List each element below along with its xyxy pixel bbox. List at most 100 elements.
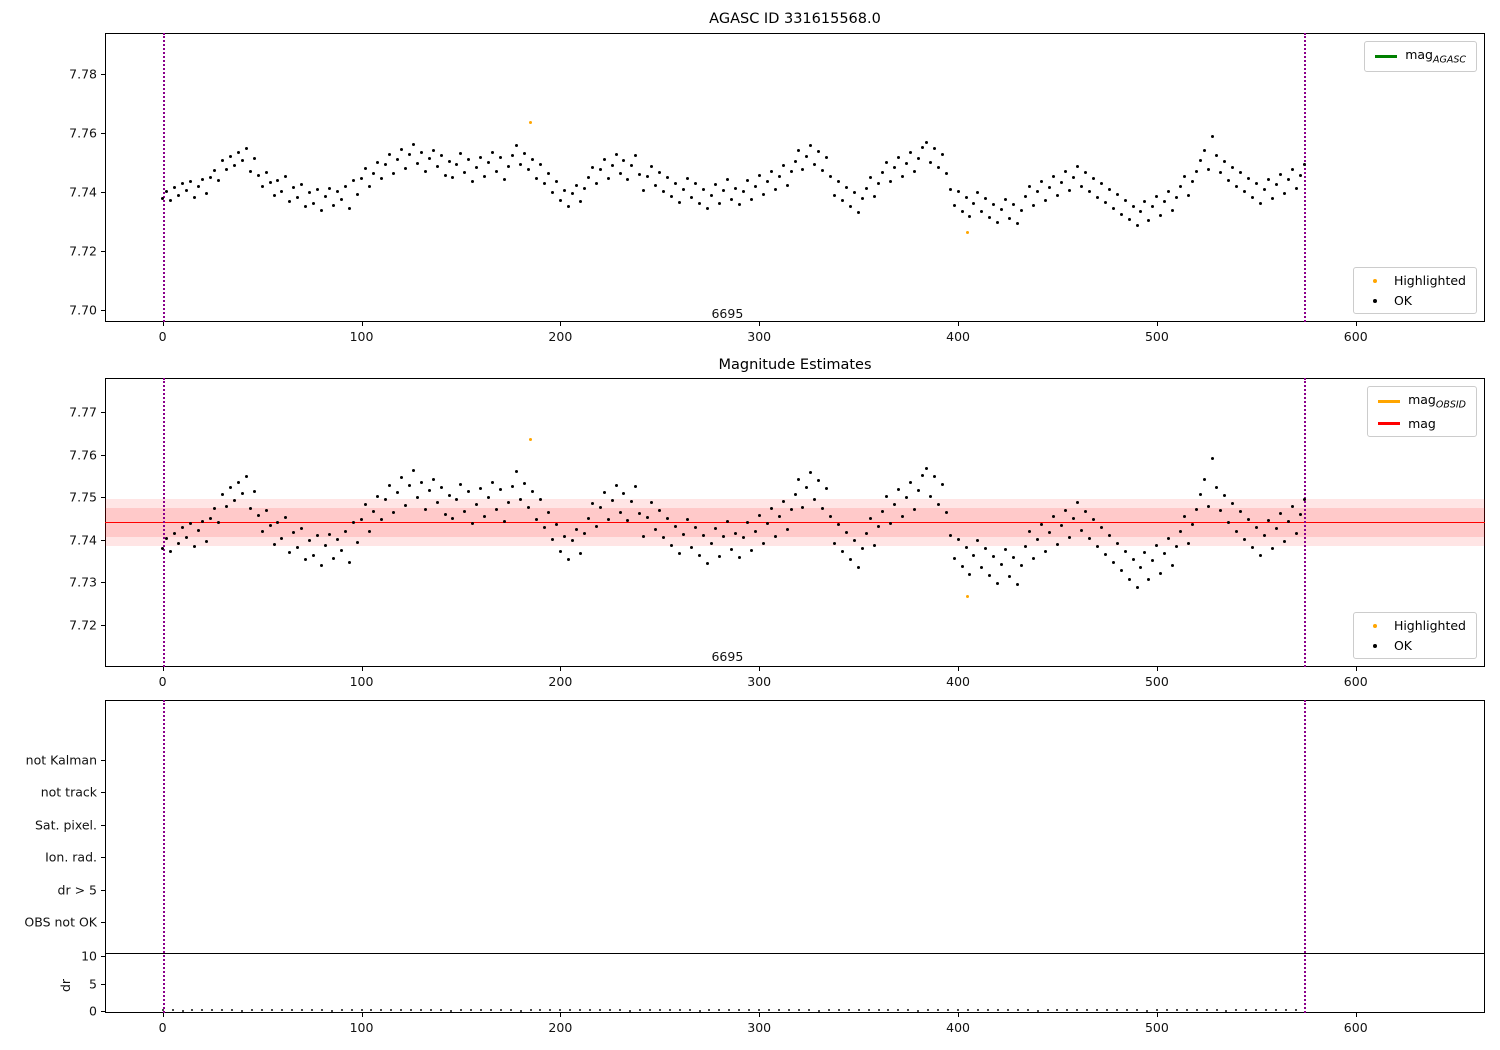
data-point-ok [312,553,316,557]
data-point-ok [220,492,224,496]
dr-data-point [658,1009,661,1012]
data-point-ok [344,529,348,533]
flag-tick-mark [101,857,105,859]
dr-data-point [280,1008,283,1011]
data-point-ok [650,501,654,505]
data-point-ok [1075,165,1079,169]
data-point-ok [447,493,451,497]
data-point-ok [817,479,821,483]
data-point-ok [1302,498,1306,502]
dr-data-point [390,1008,393,1011]
dr-data-point [509,1009,512,1012]
dr-data-point [171,1009,174,1011]
dr-data-point [619,1008,621,1011]
data-point-ok [387,483,391,487]
data-point-ok [395,158,399,162]
dr-data-point [1006,1008,1009,1011]
dr-data-point [668,1009,671,1012]
dr-data-point [589,1009,592,1012]
data-point-ok [928,160,932,164]
data-point-ok [1171,209,1175,213]
data-point-ok [1258,201,1262,205]
data-point-ok [1234,184,1238,188]
data-point-ok [336,190,340,194]
data-point-ok [1226,179,1230,183]
data-point-ok [578,551,582,555]
data-point-ok [324,195,328,199]
dr-data-point [1026,1009,1029,1011]
legend-item: Highlighted [1364,618,1466,633]
data-point-ok [709,542,713,546]
data-point-ok [1083,509,1087,513]
x-tick-mark [759,322,761,326]
data-point-ok [1095,545,1099,549]
legend-item: OK [1364,638,1466,653]
data-point-ok [721,535,725,539]
data-point-ok [857,566,861,570]
data-point-ok [1008,216,1012,220]
dr-data-point [261,1009,264,1012]
y-tick-mark [101,192,105,194]
data-point-ok [284,515,288,519]
dr-data-point [430,1009,433,1012]
data-point-ok [519,497,523,501]
data-point-ok [216,178,220,182]
x-tick-label: 100 [349,329,374,344]
y-tick-mark [101,74,105,76]
data-point-ok [1052,515,1055,519]
data-point-ok [630,499,634,503]
data-point-ok [252,157,256,161]
data-point-ok [873,195,877,199]
dr-data-point [300,1009,303,1012]
data-point-ok [1258,553,1262,557]
data-point-ok [352,521,356,525]
legend: Highlighted OK [1352,612,1477,659]
data-point-ok [292,531,296,535]
obsid-label: 6695 [711,306,744,322]
data-point-ok [467,157,471,161]
data-point-ok [1286,178,1290,182]
data-point-ok [531,157,535,161]
dr-data-point [1016,1009,1019,1012]
data-point-ok [1278,512,1282,516]
data-point-ok [232,499,236,503]
data-point-ok [196,184,200,188]
flag-category-label: OBS not OK [24,914,97,930]
x-tick-label: 400 [946,329,970,344]
dr-data-point [688,1008,691,1011]
data-point-ok [924,141,928,145]
data-point-ok [169,199,173,203]
data-point-ok [988,215,992,219]
dr-data-point [966,1009,969,1012]
dr-data-point [410,1009,413,1012]
data-point-ok [717,202,721,206]
data-point-ok [192,195,196,199]
data-point-ok [642,188,646,192]
data-point-ok [375,160,379,164]
data-point-ok [487,495,491,499]
data-point-ok [356,193,360,197]
data-point-ok [244,475,248,479]
data-point-ok [741,189,745,193]
data-point-ok [479,155,483,159]
data-point-ok [367,530,371,534]
data-point-ok [1139,566,1143,570]
y-tick-label: 7.74 [69,532,97,547]
x-tick-label: 500 [1144,329,1169,344]
x-tick-label: 300 [747,1020,772,1035]
data-point-ok [220,159,224,163]
y-tick-label: 7.72 [69,617,97,632]
legend-item: mag [1378,416,1466,431]
y-tick-label: 7.76 [69,447,97,462]
x-tick-label: 100 [349,1020,374,1035]
data-point-ok [499,488,503,492]
data-point-ok [888,522,892,526]
data-point-ok [869,176,873,179]
data-point-ok [590,501,594,505]
data-point-ok [1004,547,1008,551]
data-point-ok [1262,188,1266,192]
legend: magOBSID mag [1367,386,1477,437]
legend-label: Highlighted [1393,618,1466,633]
obsid-boundary-line [1304,33,1307,322]
data-point-ok [1044,199,1048,202]
